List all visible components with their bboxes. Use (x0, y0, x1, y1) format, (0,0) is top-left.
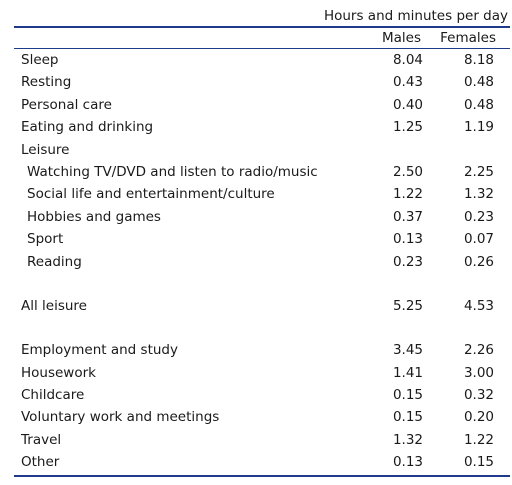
females-value: 0.48 (463, 74, 494, 91)
row-label: All leisure (21, 297, 87, 314)
females-value: 4.53 (463, 297, 494, 314)
table-row: Resting 0.43 0.48 (14, 71, 510, 93)
males-value: 1.41 (392, 364, 423, 381)
table-row: Watching TV/DVD and listen to radio/musi… (14, 161, 510, 183)
males-value: 8.04 (392, 52, 423, 68)
females-value: 1.32 (463, 186, 494, 203)
table-spacer-row (14, 317, 510, 339)
table-row: Housework 1.41 3.00 (14, 362, 510, 384)
row-label: Voluntary work and meetings (21, 409, 220, 426)
table-row: Leisure (14, 139, 510, 161)
females-value: 0.48 (463, 96, 494, 113)
males-value: 0.23 (392, 253, 423, 270)
table-bottom-rule (14, 474, 510, 477)
row-label: Housework (21, 364, 96, 381)
table-header-row: Males Females (14, 28, 510, 48)
table-top-rule (14, 26, 510, 28)
males-value: 1.32 (392, 431, 423, 448)
table-row: All leisure 5.25 4.53 (14, 295, 510, 317)
females-value: 0.23 (463, 208, 494, 225)
females-value: 0.07 (463, 231, 494, 248)
females-value: 2.26 (463, 342, 494, 359)
row-label: Travel (21, 431, 62, 448)
table-row: Employment and study 3.45 2.26 (14, 339, 510, 361)
table-row: Travel 1.32 1.22 (14, 429, 510, 451)
row-label: Watching TV/DVD and listen to radio/musi… (27, 163, 318, 180)
males-value: 1.22 (392, 186, 423, 203)
males-value: 1.25 (392, 119, 423, 136)
row-label: Sleep (21, 52, 59, 68)
table-row: Reading 0.23 0.26 (14, 251, 510, 273)
row-label: Reading (27, 253, 82, 270)
females-value: 0.26 (463, 253, 494, 270)
row-label: Childcare (21, 387, 85, 404)
row-label: Social life and entertainment/culture (27, 186, 275, 203)
females-value: 8.18 (463, 52, 494, 68)
females-value: 0.20 (463, 409, 494, 426)
row-label: Personal care (21, 96, 112, 113)
row-label: Other (21, 454, 60, 471)
table-row: Voluntary work and meetings 0.15 0.20 (14, 406, 510, 428)
males-value: 0.13 (392, 454, 423, 471)
table-row: Social life and entertainment/culture 1.2… (14, 183, 510, 205)
column-header-females: Females (440, 30, 496, 46)
females-value: 3.00 (463, 364, 494, 381)
table-row: Sport 0.13 0.07 (14, 228, 510, 250)
males-value: 0.43 (392, 74, 423, 91)
males-value: 3.45 (392, 342, 423, 359)
time-use-table: Hours and minutes per day Males Females … (14, 0, 510, 477)
table-row: Sleep 8.04 8.18 (14, 49, 510, 71)
females-value: 1.19 (463, 119, 494, 136)
table-row: Personal care 0.40 0.48 (14, 94, 510, 116)
males-value: 2.50 (392, 163, 423, 180)
row-label: Employment and study (21, 342, 178, 359)
column-header-males: Males (381, 30, 421, 46)
table-row: Other 0.13 0.15 (14, 451, 510, 473)
males-value: 0.15 (392, 409, 423, 426)
males-value: 0.13 (392, 231, 423, 248)
table-row: Childcare 0.15 0.32 (14, 384, 510, 406)
females-value: 2.25 (463, 163, 494, 180)
females-value: 1.22 (463, 431, 494, 448)
row-label: Resting (21, 74, 72, 91)
table-spacer-row (14, 273, 510, 295)
table-caption: Hours and minutes per day (323, 8, 508, 24)
table-row: Eating and drinking 1.25 1.19 (14, 116, 510, 138)
males-value: 0.37 (392, 208, 423, 225)
row-label: Hobbies and games (27, 208, 161, 225)
table-body: Sleep 8.04 8.18 Resting 0.43 0.48 Personal car… (14, 49, 510, 474)
females-value: 0.15 (463, 454, 494, 471)
row-label: Leisure (21, 141, 70, 158)
males-value: 5.25 (392, 297, 423, 314)
males-value: 0.40 (392, 96, 423, 113)
table-header-rule (14, 48, 510, 49)
table-row: Hobbies and games 0.37 0.23 (14, 206, 510, 228)
row-label: Eating and drinking (21, 119, 154, 136)
males-value: 0.15 (392, 387, 423, 404)
row-label: Sport (27, 231, 64, 248)
females-value: 0.32 (463, 387, 494, 404)
